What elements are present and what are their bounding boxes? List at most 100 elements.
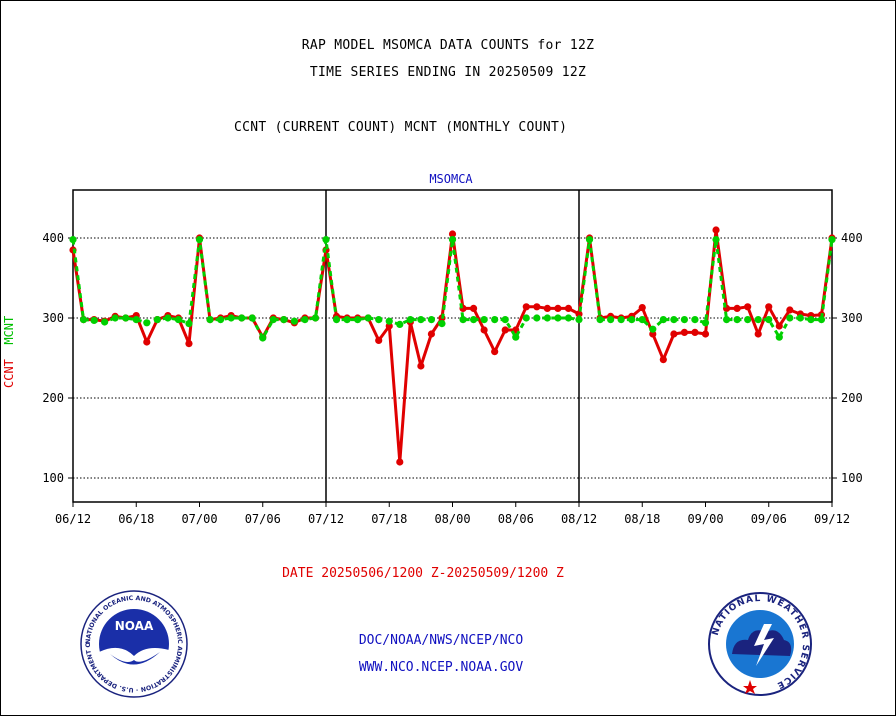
data-point-mcnt <box>427 316 436 324</box>
x-tick-label: 06/12 <box>55 512 91 526</box>
data-point-mcnt <box>554 314 562 322</box>
y-tick-label-left: 300 <box>42 311 64 325</box>
data-point-mcnt <box>459 316 467 324</box>
data-point-mcnt <box>701 319 710 327</box>
data-point-mcnt <box>396 320 404 328</box>
data-point-mcnt <box>491 316 499 324</box>
chart-title-line2: TIME SERIES ENDING IN 20250509 12Z <box>309 65 587 80</box>
x-tick-label: 07/18 <box>371 512 407 526</box>
data-point-mcnt <box>501 316 509 324</box>
noaa-logo: NATIONAL OCEANIC AND ATMOSPHERIC ADMINIS… <box>80 590 188 698</box>
data-point-mcnt <box>722 316 731 324</box>
data-point-ccnt <box>185 340 193 348</box>
data-point-mcnt <box>448 236 457 244</box>
data-point-mcnt <box>385 317 393 325</box>
data-point-mcnt <box>280 316 288 324</box>
data-point-mcnt <box>733 316 741 324</box>
data-point-ccnt <box>501 326 509 334</box>
data-point-ccnt <box>733 304 741 312</box>
x-tick-label: 07/12 <box>308 512 344 526</box>
data-point-mcnt <box>585 236 594 244</box>
data-point-mcnt <box>164 314 172 322</box>
data-point-mcnt <box>227 314 235 322</box>
data-point-mcnt <box>543 314 551 322</box>
data-point-ccnt <box>480 326 488 334</box>
data-point-mcnt <box>575 316 583 324</box>
data-point-ccnt <box>712 226 720 234</box>
data-point-mcnt <box>248 314 256 322</box>
data-point-mcnt <box>817 316 826 324</box>
noaa-logo-text: NOAA <box>115 619 154 633</box>
x-tick-label: 07/06 <box>245 512 281 526</box>
data-point-mcnt <box>533 314 541 322</box>
data-point-mcnt <box>132 316 140 324</box>
data-point-ccnt <box>417 362 425 370</box>
data-point-mcnt <box>354 316 362 324</box>
data-point-mcnt <box>807 316 815 324</box>
chart-subtitle: CCNT (CURRENT COUNT) MCNT (MONTHLY COUNT… <box>234 120 568 135</box>
data-point-mcnt <box>691 316 699 324</box>
data-point-mcnt <box>765 316 773 324</box>
org-text: DOC/NOAA/NWS/NCEP/NCO <box>358 633 524 648</box>
data-point-mcnt <box>269 316 277 324</box>
data-point-mcnt <box>311 314 320 322</box>
data-point-ccnt <box>448 230 457 238</box>
data-point-ccnt <box>744 303 752 311</box>
data-point-ccnt <box>754 330 762 338</box>
data-point-mcnt <box>259 334 267 342</box>
data-point-ccnt <box>701 330 710 338</box>
data-point-mcnt <box>206 316 214 324</box>
data-point-mcnt <box>174 316 183 324</box>
data-point-mcnt <box>375 316 383 324</box>
data-point-mcnt <box>607 316 615 324</box>
data-point-mcnt <box>522 314 530 322</box>
y-tick-label-right: 100 <box>841 471 863 485</box>
data-point-mcnt <box>238 314 246 322</box>
data-point-mcnt <box>469 316 478 324</box>
plot-title: MSOMCA <box>429 172 473 186</box>
data-point-mcnt <box>638 316 646 324</box>
x-tick-label: 07/00 <box>181 512 217 526</box>
data-point-mcnt <box>90 316 98 324</box>
data-point-ccnt <box>469 304 478 312</box>
data-point-mcnt <box>628 316 636 324</box>
data-point-mcnt <box>670 316 678 324</box>
y-tick-label-left: 200 <box>42 391 64 405</box>
nws-logo: NATIONAL WEATHER SERVICE <box>708 592 812 696</box>
y-tick-label-right: 300 <box>841 311 863 325</box>
data-point-ccnt <box>564 304 573 312</box>
data-point-mcnt <box>596 316 604 324</box>
data-point-mcnt <box>480 316 488 324</box>
y-tick-label-left: 100 <box>42 471 64 485</box>
data-point-mcnt <box>301 316 309 324</box>
date-range: DATE 20250506/1200 Z-20250509/1200 Z <box>282 566 564 581</box>
x-tick-label: 09/06 <box>751 512 787 526</box>
data-point-ccnt <box>491 348 499 356</box>
data-point-mcnt <box>712 236 720 244</box>
data-point-ccnt <box>786 306 794 314</box>
data-point-mcnt <box>659 316 667 324</box>
data-point-mcnt <box>195 236 204 244</box>
data-point-ccnt <box>396 458 404 466</box>
data-point-mcnt <box>69 236 77 244</box>
data-point-mcnt <box>406 316 414 324</box>
x-tick-label: 08/18 <box>624 512 660 526</box>
data-point-ccnt <box>659 356 667 364</box>
x-tick-label: 09/12 <box>814 512 850 526</box>
data-point-mcnt <box>680 316 689 324</box>
data-point-ccnt <box>375 336 383 344</box>
y-tick-label-left: 400 <box>42 231 64 245</box>
data-point-mcnt <box>754 316 762 324</box>
data-point-mcnt <box>564 314 573 322</box>
data-point-ccnt <box>680 328 689 336</box>
data-point-ccnt <box>670 330 678 338</box>
x-tick-label: 08/06 <box>498 512 534 526</box>
data-point-ccnt <box>775 322 783 330</box>
data-point-mcnt <box>79 316 88 324</box>
data-point-mcnt <box>153 316 161 324</box>
x-tick-label: 08/00 <box>434 512 470 526</box>
data-point-ccnt <box>765 303 773 311</box>
data-point-ccnt <box>543 304 551 312</box>
chart-title-line1: RAP MODEL MSOMCA DATA COUNTS for 12Z <box>301 38 595 53</box>
data-point-mcnt <box>111 314 119 322</box>
